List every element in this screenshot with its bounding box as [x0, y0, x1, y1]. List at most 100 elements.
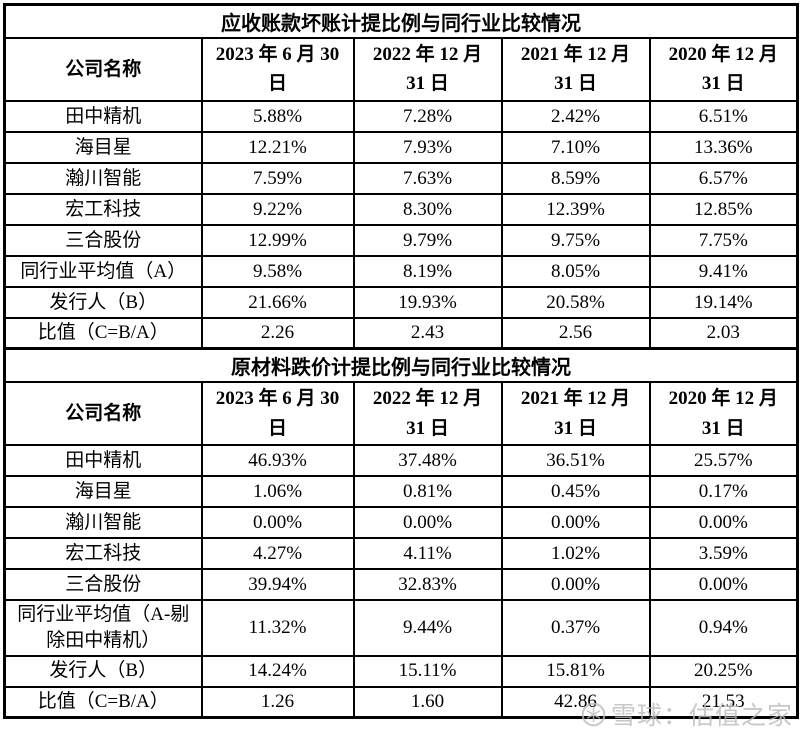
- value-cell: 0.00%: [648, 506, 799, 540]
- table-row: 宏工科技 4.27% 4.11% 1.02% 3.59%: [3, 537, 799, 571]
- period-column-header: 2020 年 12 月 31 日: [648, 37, 799, 102]
- value-cell: 0.00%: [200, 506, 355, 540]
- value-cell: 9.44%: [352, 599, 503, 657]
- table-row: 比值（C=B/A） 1.26 1.60 42.86 21.53: [3, 685, 799, 719]
- value-cell: 36.51%: [500, 444, 651, 478]
- table-row: 同行业平均值（A-剔除田中精机） 11.32% 9.44% 0.37% 0.94%: [3, 599, 799, 657]
- row-label: 瀚川智能: [3, 506, 203, 540]
- value-cell: 20.58%: [500, 285, 651, 319]
- value-cell: 0.37%: [500, 599, 651, 657]
- row-label: 田中精机: [3, 444, 203, 478]
- value-cell: 46.93%: [200, 444, 355, 478]
- value-cell: 6.51%: [648, 99, 799, 133]
- value-cell: 9.22%: [200, 192, 355, 226]
- row-label: 发行人（B）: [3, 654, 203, 688]
- raw-material-price-decline-provision-table: 原材料跌价计提比例与同行业比较情况 公司名称 2023 年 6 月 30 日 2022 …: [3, 347, 800, 720]
- table-row: 发行人（B） 21.66% 19.93% 20.58% 19.14%: [3, 285, 799, 319]
- row-label: 三合股份: [3, 223, 203, 257]
- table-row: 瀚川智能 0.00% 0.00% 0.00% 0.00%: [3, 506, 799, 540]
- value-cell: 25.57%: [648, 444, 799, 478]
- period-column-header: 2023 年 6 月 30 日: [200, 381, 355, 447]
- period-column-header: 2021 年 12 月 31 日: [500, 37, 651, 102]
- value-cell: 12.99%: [200, 223, 355, 257]
- row-label: 田中精机: [3, 99, 203, 133]
- value-cell: 2.42%: [500, 99, 651, 133]
- value-cell: 0.00%: [648, 568, 799, 602]
- value-cell: 19.14%: [648, 285, 799, 319]
- row-label: 比值（C=B/A）: [3, 685, 203, 719]
- value-cell: 9.75%: [500, 223, 651, 257]
- value-cell: 21.53: [648, 685, 799, 719]
- value-cell: 13.36%: [648, 130, 799, 164]
- receivables-bad-debt-provision-table: 应收账款坏账计提比例与同行业比较情况 公司名称 2023 年 6 月 30 日 2022…: [3, 3, 800, 351]
- period-column-header: 2023 年 6 月 30 日: [200, 37, 355, 102]
- period-column-header: 2020 年 12 月 31 日: [648, 381, 799, 447]
- value-cell: 11.32%: [200, 599, 355, 657]
- value-cell: 5.88%: [200, 99, 355, 133]
- table-title: 应收账款坏账计提比例与同行业比较情况: [3, 3, 799, 39]
- table-row: 海目星 12.21% 7.93% 7.10% 13.36%: [3, 130, 799, 164]
- table-row: 海目星 1.06% 0.81% 0.45% 0.17%: [3, 475, 799, 509]
- value-cell: 1.02%: [500, 537, 651, 571]
- value-cell: 8.30%: [352, 192, 503, 226]
- value-cell: 32.83%: [352, 568, 503, 602]
- value-cell: 0.00%: [352, 506, 503, 540]
- value-cell: 15.11%: [352, 654, 503, 688]
- value-cell: 0.94%: [648, 599, 799, 657]
- value-cell: 12.21%: [200, 130, 355, 164]
- value-cell: 7.10%: [500, 130, 651, 164]
- value-cell: 2.43: [352, 316, 503, 350]
- value-cell: 12.85%: [648, 192, 799, 226]
- value-cell: 42.86: [500, 685, 651, 719]
- value-cell: 7.59%: [200, 161, 355, 195]
- table-row: 发行人（B） 14.24% 15.11% 15.81% 20.25%: [3, 654, 799, 688]
- value-cell: 2.03: [648, 316, 799, 350]
- table-row: 同行业平均值（A） 9.58% 8.19% 8.05% 9.41%: [3, 254, 799, 288]
- period-column-header: 2022 年 12 月 31 日: [352, 381, 503, 447]
- value-cell: 7.75%: [648, 223, 799, 257]
- value-cell: 1.60: [352, 685, 503, 719]
- value-cell: 6.57%: [648, 161, 799, 195]
- value-cell: 7.63%: [352, 161, 503, 195]
- value-cell: 0.45%: [500, 475, 651, 509]
- table-row: 三合股份 39.94% 32.83% 0.00% 0.00%: [3, 568, 799, 602]
- value-cell: 7.93%: [352, 130, 503, 164]
- value-cell: 9.79%: [352, 223, 503, 257]
- value-cell: 0.00%: [500, 568, 651, 602]
- value-cell: 15.81%: [500, 654, 651, 688]
- value-cell: 0.17%: [648, 475, 799, 509]
- value-cell: 1.06%: [200, 475, 355, 509]
- value-cell: 19.93%: [352, 285, 503, 319]
- table-row: 田中精机 46.93% 37.48% 36.51% 25.57%: [3, 444, 799, 478]
- value-cell: 7.28%: [352, 99, 503, 133]
- table-row: 比值（C=B/A） 2.26 2.43 2.56 2.03: [3, 316, 799, 350]
- value-cell: 2.26: [200, 316, 355, 350]
- row-label: 三合股份: [3, 568, 203, 602]
- table-row: 三合股份 12.99% 9.79% 9.75% 7.75%: [3, 223, 799, 257]
- value-cell: 1.26: [200, 685, 355, 719]
- value-cell: 4.11%: [352, 537, 503, 571]
- table-row: 田中精机 5.88% 7.28% 2.42% 6.51%: [3, 99, 799, 133]
- value-cell: 21.66%: [200, 285, 355, 319]
- row-label: 瀚川智能: [3, 161, 203, 195]
- value-cell: 39.94%: [200, 568, 355, 602]
- table-title: 原材料跌价计提比例与同行业比较情况: [3, 347, 799, 384]
- row-label: 同行业平均值（A-剔除田中精机）: [3, 599, 203, 657]
- value-cell: 0.00%: [500, 506, 651, 540]
- value-cell: 8.59%: [500, 161, 651, 195]
- value-cell: 9.58%: [200, 254, 355, 288]
- row-label: 同行业平均值（A）: [3, 254, 203, 288]
- row-label: 海目星: [3, 475, 203, 509]
- value-cell: 20.25%: [648, 654, 799, 688]
- period-column-header: 2022 年 12 月 31 日: [352, 37, 503, 102]
- period-column-header: 2021 年 12 月 31 日: [500, 381, 651, 447]
- value-cell: 8.05%: [500, 254, 651, 288]
- table-row: 宏工科技 9.22% 8.30% 12.39% 12.85%: [3, 192, 799, 226]
- table-row: 瀚川智能 7.59% 7.63% 8.59% 6.57%: [3, 161, 799, 195]
- row-label: 宏工科技: [3, 537, 203, 571]
- value-cell: 0.81%: [352, 475, 503, 509]
- value-cell: 14.24%: [200, 654, 355, 688]
- company-name-header: 公司名称: [3, 381, 203, 447]
- row-label: 比值（C=B/A）: [3, 316, 203, 350]
- value-cell: 3.59%: [648, 537, 799, 571]
